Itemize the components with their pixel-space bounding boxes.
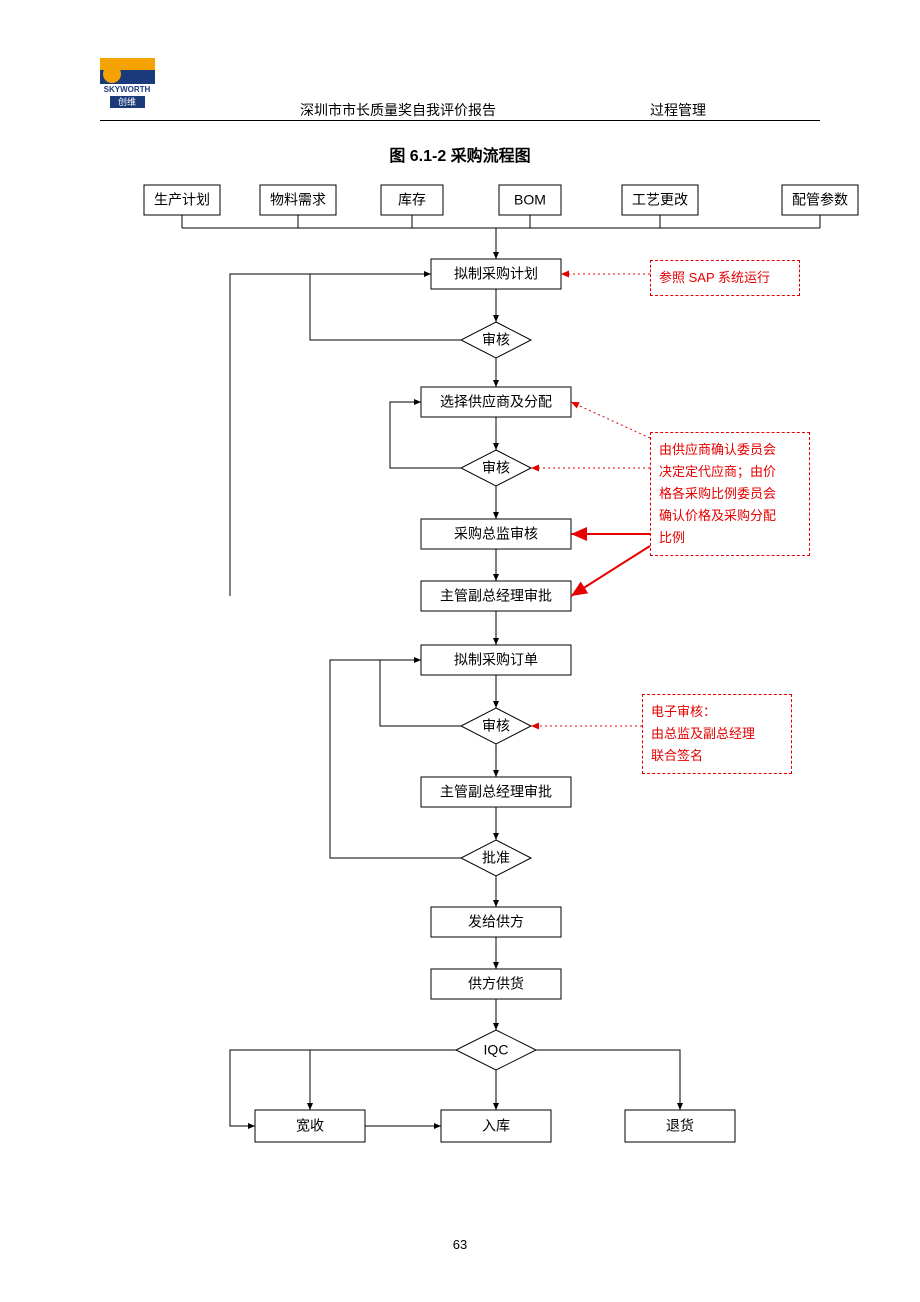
node-d5-label: IQC — [484, 1042, 509, 1058]
page-number: 63 — [0, 1237, 920, 1252]
node-d3-label: 审核 — [482, 718, 510, 734]
node-n2-label: 选择供应商及分配 — [440, 394, 552, 410]
annotation-a3: 电子审核： 由总监及副总经理联合签名 — [642, 694, 792, 774]
annotation-a1: 参照 SAP 系统运行 — [650, 260, 800, 296]
input-in3-label: 库存 — [398, 192, 426, 208]
node-n4-label: 主管副总经理审批 — [440, 588, 552, 604]
node-n5-label: 拟制采购订单 — [454, 652, 538, 668]
node-n9-label: 入库 — [482, 1118, 510, 1134]
input-in6-label: 配管参数 — [792, 192, 848, 208]
node-n3-label: 采购总监审核 — [454, 526, 538, 542]
node-n1-label: 拟制采购计划 — [454, 266, 538, 282]
node-d4-label: 批准 — [482, 850, 510, 866]
node-d2-label: 审核 — [482, 460, 510, 476]
node-n8-label: 供方供货 — [468, 976, 524, 992]
node-d1-label: 审核 — [482, 332, 510, 348]
annotation-a2: 由供应商确认委员会决定定代应商；由价格各采购比例委员会确认价格及采购分配比例 — [650, 432, 810, 556]
input-in5-label: 工艺更改 — [632, 192, 688, 208]
input-in1-label: 生产计划 — [154, 192, 210, 208]
node-n6-label: 主管副总经理审批 — [440, 784, 552, 800]
flowchart-canvas: 生产计划物料需求库存BOM工艺更改配管参数拟制采购计划审核选择供应商及分配审核采… — [0, 0, 920, 1302]
page: SKYWORTH 创维 深圳市市长质量奖自我评价报告 过程管理 图 6.1-2 … — [0, 0, 920, 1302]
input-in2-label: 物料需求 — [270, 192, 326, 208]
node-b1-label: 宽收 — [296, 1118, 324, 1134]
input-in4-label: BOM — [514, 192, 546, 208]
node-n7-label: 发给供方 — [468, 914, 524, 930]
node-b2-label: 退货 — [666, 1118, 694, 1134]
